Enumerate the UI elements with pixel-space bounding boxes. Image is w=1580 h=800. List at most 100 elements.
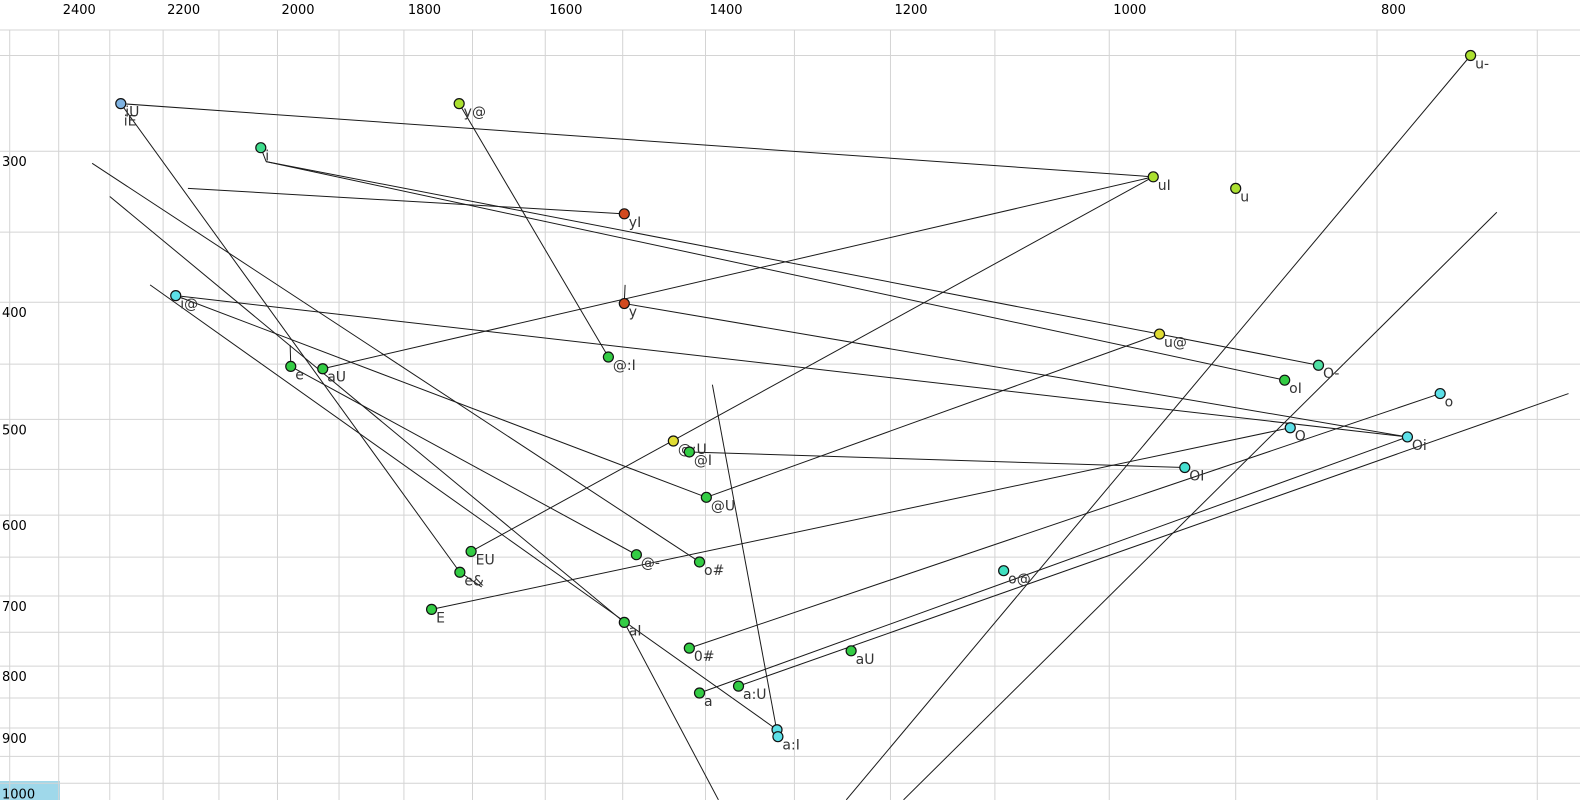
vowel-label-OI: OI: [1189, 469, 1204, 485]
vowel-label-EU: EU: [476, 552, 495, 568]
vowel-label-@-: @-: [641, 556, 660, 572]
vowel-label-o#: o#: [704, 563, 724, 579]
vowel-point-EU[interactable]: [465, 545, 477, 558]
vowel-point-o@[interactable]: [998, 565, 1010, 577]
vowel-point-uI[interactable]: [1147, 171, 1159, 183]
x-tick-label: 2200: [167, 3, 200, 18]
vowel-label-u-: u-: [1475, 56, 1489, 72]
y-axis-tick-labels: 300 400 500 600 700 800 900 1000: [2, 155, 35, 800]
trajectory-iU-to-uI: [120, 103, 1154, 178]
vowel-point-aI[interactable]: [618, 616, 630, 628]
vowel-label-y: y: [629, 305, 637, 321]
vowel-points: iUiEiy@u-uIuyIyi@@:IeaUu@O-oIoOOiOI@:U@I…: [115, 49, 1489, 754]
trajectory-a-to-Oi: [699, 436, 1408, 694]
y-tick-label: 700: [2, 600, 27, 615]
trajectory-e-to-@-: [290, 365, 637, 556]
vowel-point-E[interactable]: [425, 603, 438, 615]
trajectory-aU-to-uI: [322, 176, 1154, 370]
vowel-label-E: E: [436, 610, 445, 626]
vowel-label-aI: aI: [629, 623, 642, 639]
trajectory-i@-to-@U: [175, 295, 707, 498]
trajectory-iE-to-eae: [120, 103, 461, 573]
vowel-label-i: i: [265, 149, 269, 165]
vowel-point-Oi[interactable]: [1401, 431, 1414, 443]
vowel-point-O[interactable]: [1284, 422, 1296, 434]
vowel-point-u@[interactable]: [1153, 328, 1166, 340]
y-tick-label: 1000: [2, 787, 35, 800]
vowel-point-@:I[interactable]: [602, 351, 614, 363]
trajectory-y-to-Oi: [624, 303, 1408, 438]
vowel-point-y@[interactable]: [453, 98, 465, 110]
vowel-point-@U[interactable]: [700, 491, 712, 503]
y-tick-label: 900: [2, 732, 27, 747]
vowel-label-o: o: [1445, 395, 1454, 411]
vowel-label-o@: o@: [1008, 572, 1031, 588]
y-tick-label: 600: [2, 519, 27, 534]
y-tick-label: 800: [2, 670, 27, 685]
vowel-label-u@: u@: [1164, 335, 1187, 351]
vowel-label-0#: 0#: [694, 649, 715, 665]
y-tick-label: 500: [2, 423, 27, 438]
vowel-point-a[interactable]: [693, 687, 706, 699]
vowel-label-yI: yI: [629, 215, 641, 231]
trajectory-y@-to-@:I: [458, 103, 609, 358]
vowel-label-iE: iE: [124, 114, 137, 130]
trajectory-E-to-O: [431, 427, 1291, 610]
x-tick-label: 1800: [408, 3, 441, 18]
x-axis-tick-labels: 2400 2200 2000 1800 1600 1400 1200 1000 800: [63, 3, 1406, 18]
vowel-label-@I: @I: [694, 453, 712, 469]
trajectory-u@-to-O-: [1159, 333, 1319, 366]
vowel-point-@:U[interactable]: [667, 435, 679, 447]
vowel-point-@I[interactable]: [683, 446, 695, 458]
vowel-point-o#[interactable]: [693, 556, 706, 568]
vowel-point-@-[interactable]: [630, 549, 642, 561]
x-tick-label: 1600: [549, 3, 582, 18]
vowel-label-O: O: [1295, 429, 1306, 445]
trajectory-a:I-rise: [711, 384, 779, 737]
vowel-point-OI[interactable]: [1179, 461, 1191, 474]
vowel-label-O-: O-: [1323, 366, 1339, 382]
vowel-label-Oi: Oi: [1412, 438, 1427, 454]
vowel-point-iU[interactable]: [115, 98, 127, 110]
trajectory-clip-to-u-: [845, 55, 1471, 800]
x-tick-label: 1200: [894, 3, 927, 18]
vowel-point-e[interactable]: [285, 360, 297, 373]
vowel-point-O-[interactable]: [1312, 359, 1325, 371]
vowel-label-e&: e&: [464, 573, 484, 589]
trajectory-a:U-to-edge: [738, 393, 1569, 687]
vowel-label-@:I: @:I: [613, 358, 636, 374]
gridlines: [0, 29, 1580, 800]
vowel-label-a:U: a:U: [743, 687, 767, 703]
trajectory-0#-to-o: [689, 393, 1441, 649]
vowel-point-i@[interactable]: [170, 290, 182, 302]
vowel-label-y@: y@: [464, 105, 486, 121]
trajectory-to-o#: [91, 162, 700, 563]
vowel-point-a:U[interactable]: [732, 680, 745, 692]
vowel-point-y[interactable]: [618, 297, 630, 310]
trajectory-@U-to-u@: [706, 333, 1160, 498]
y-tick-label: 300: [2, 155, 27, 170]
x-tick-label: 2000: [281, 3, 314, 18]
vowel-point-aU[interactable]: [845, 645, 857, 657]
vowel-point-u-[interactable]: [1464, 49, 1477, 62]
vowel-point-oI[interactable]: [1279, 374, 1291, 386]
vowel-point-i[interactable]: [255, 142, 267, 154]
vowel-point-0#[interactable]: [683, 642, 695, 654]
vowel-point-e&[interactable]: [454, 566, 466, 578]
vowel-point-yI[interactable]: [618, 208, 630, 220]
vowel-point-a:I[interactable]: [772, 731, 784, 743]
vowel-label-aU: aU: [327, 370, 346, 386]
vowel-point-aU[interactable]: [317, 363, 329, 375]
vowel-label-@U: @U: [711, 498, 735, 514]
vowel-label-iU: iU: [125, 105, 139, 121]
y-tick-label: 400: [2, 306, 27, 321]
trajectory-to-yI: [187, 187, 625, 215]
vowel-point-o[interactable]: [1434, 387, 1446, 400]
vowel-point-u[interactable]: [1230, 182, 1242, 194]
vowel-label-i@: i@: [180, 297, 198, 313]
trajectory-EU-to-uI: [470, 176, 1154, 552]
corner-swatch: [0, 781, 60, 800]
x-tick-label: 1400: [709, 3, 742, 18]
